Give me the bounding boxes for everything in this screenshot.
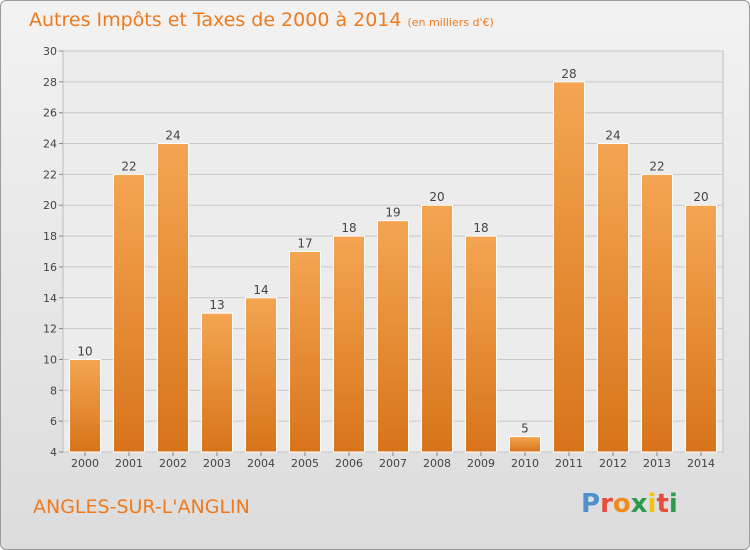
y-tick-label: 30 [43,45,57,58]
data-label: 22 [649,159,664,173]
logo-letter: i [668,489,678,519]
data-label: 24 [165,129,180,143]
bar [333,235,365,453]
bar [157,143,189,453]
x-tick-label: 2012 [599,457,627,470]
bar [509,436,541,453]
bar [201,312,233,453]
data-label: 14 [253,283,268,297]
data-label: 10 [77,344,92,358]
data-label: 24 [605,129,620,143]
data-label: 20 [429,190,444,204]
bar [553,81,585,453]
y-tick-label: 8 [50,384,57,397]
y-tick-label: 10 [43,353,57,366]
bar [685,204,717,453]
logo-letter: r [600,489,613,519]
x-tick-label: 2014 [687,457,715,470]
logo-letter: x [630,489,648,519]
y-tick-label: 24 [43,138,57,151]
x-tick-label: 2013 [643,457,671,470]
x-tick-label: 2010 [511,457,539,470]
y-tick-label: 4 [50,446,57,459]
x-tick-label: 2008 [423,457,451,470]
y-tick-label: 20 [43,199,57,212]
y-tick-label: 26 [43,107,57,120]
bar [597,143,629,453]
data-label: 18 [473,221,488,235]
commune-name: ANGLES-SUR-L'ANGLIN [33,496,250,518]
x-tick-label: 2000 [71,457,99,470]
logo-letter: o [612,489,631,519]
data-label: 19 [385,206,400,220]
x-tick-label: 2009 [467,457,495,470]
chart-unit: (en milliers d'€) [407,16,494,29]
chart-title-text: Autres Impôts et Taxes de 2000 à 2014 [29,9,402,31]
logo-letter: i [647,489,657,519]
logo-letter: P [581,489,601,519]
y-tick-label: 22 [43,168,57,181]
y-tick-label: 16 [43,261,57,274]
logo-letter: t [656,489,669,519]
y-tick-label: 18 [43,230,57,243]
proxiti-logo: Proxiti [581,489,678,519]
x-tick-label: 2003 [203,457,231,470]
data-label: 13 [209,298,224,312]
bar [377,220,409,453]
x-tick-label: 2007 [379,457,407,470]
y-tick-label: 12 [43,323,57,336]
data-label: 20 [693,190,708,204]
x-tick-label: 2001 [115,457,143,470]
y-tick-label: 14 [43,292,57,305]
bar [421,204,453,453]
bar [465,235,497,453]
data-label: 5 [521,422,529,436]
x-tick-label: 2006 [335,457,363,470]
x-tick-label: 2002 [159,457,187,470]
bar [245,297,277,453]
bar [113,173,145,453]
data-label: 22 [121,159,136,173]
data-label: 28 [561,67,576,81]
x-tick-label: 2004 [247,457,275,470]
y-tick-label: 28 [43,76,57,89]
chart-title: Autres Impôts et Taxes de 2000 à 2014 (en… [29,9,494,31]
bar [641,173,673,453]
data-label: 17 [297,237,312,251]
x-tick-label: 2005 [291,457,319,470]
x-tick-label: 2011 [555,457,583,470]
bar [289,251,321,453]
y-tick-label: 6 [50,415,57,428]
data-label: 18 [341,221,356,235]
bar [69,358,101,453]
